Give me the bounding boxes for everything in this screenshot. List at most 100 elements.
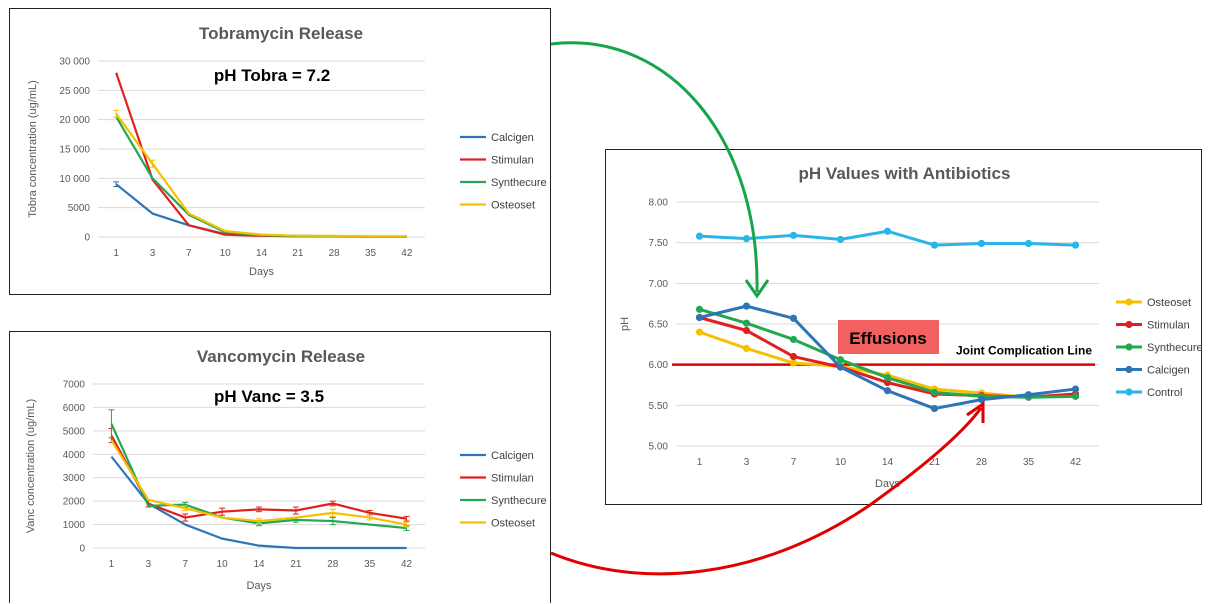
tobra-x-tick-label: 14 xyxy=(256,248,268,259)
ph-x-tick-label: 21 xyxy=(929,457,941,468)
tobra-x-tick-label: 3 xyxy=(150,248,156,259)
ph-legend-label: Control xyxy=(1147,387,1182,399)
vanc-y-tick-label: 7000 xyxy=(63,380,86,391)
vanc-x-axis-label: Days xyxy=(246,580,272,592)
tobra-series-line-calcigen xyxy=(116,184,407,236)
ph-point-osteoset xyxy=(790,359,797,366)
vanc-x-tick-label: 7 xyxy=(182,559,188,570)
tobra-y-axis-label: Tobra concentration (ug/mL) xyxy=(27,80,39,218)
ph-chart-svg: pH Values with Antibiotics 5.00 5.50 6.00 6.… xyxy=(606,150,1203,506)
vanc-y-tick-label: 1000 xyxy=(63,520,86,531)
ph-point-synthecure xyxy=(1072,393,1079,400)
ph-chart: pH Values with Antibiotics 5.00 5.50 6.00 6.… xyxy=(605,149,1202,505)
ph-point-calcigen xyxy=(1025,391,1032,398)
ph-point-control xyxy=(743,235,750,242)
ph-legend-marker xyxy=(1125,388,1132,395)
ph-legend-label: Calcigen xyxy=(1147,365,1190,377)
ph-point-calcigen xyxy=(790,315,797,322)
ph-x-tick-label: 28 xyxy=(976,457,988,468)
vanc-y-tick-label: 5000 xyxy=(63,426,86,437)
vanc-y-tick-label: 0 xyxy=(79,544,85,555)
ph-legend-label: Osteoset xyxy=(1147,297,1191,309)
ph-point-stimulan xyxy=(790,353,797,360)
ph-x-tick-label: 3 xyxy=(744,457,750,468)
ph-point-stimulan xyxy=(743,327,750,334)
ph-x-tick-label: 10 xyxy=(835,457,847,468)
joint-complication-line-label: Joint Complication Line xyxy=(956,344,1092,358)
tobra-y-tick-label: 15 000 xyxy=(59,145,90,156)
tobra-y-tick-label: 25 000 xyxy=(59,86,90,97)
ph-legend-marker xyxy=(1125,298,1132,305)
tobra-x-tick-label: 42 xyxy=(401,248,413,259)
tobra-y-tick-label: 30 000 xyxy=(59,57,90,68)
ph-y-tick-label: 8.00 xyxy=(649,198,669,209)
ph-y-tick-label: 5.00 xyxy=(649,442,669,453)
ph-x-axis-label: Days xyxy=(875,478,901,490)
ph-y-tick-label: 6.50 xyxy=(649,320,669,331)
ph-point-control xyxy=(931,242,938,249)
ph-point-synthecure xyxy=(743,320,750,327)
ph-point-control xyxy=(837,236,844,243)
ph-x-tick-label: 14 xyxy=(882,457,894,468)
ph-point-osteoset xyxy=(743,345,750,352)
vanc-legend-label: Synthecure xyxy=(491,495,547,507)
ph-x-tick-label: 42 xyxy=(1070,457,1082,468)
vanc-legend-label: Osteoset xyxy=(491,518,535,530)
tobra-series-line-synthecure xyxy=(116,117,407,237)
ph-point-synthecure xyxy=(931,389,938,396)
ph-point-control xyxy=(884,228,891,235)
ph-point-synthecure xyxy=(790,336,797,343)
tobra-x-tick-label: 1 xyxy=(113,248,119,259)
vanc-x-tick-label: 10 xyxy=(217,559,229,570)
vanc-x-tick-label: 3 xyxy=(146,559,152,570)
vanc-legend-label: Calcigen xyxy=(491,450,534,462)
ph-point-control xyxy=(978,240,985,247)
tobra-series-line-stimulan xyxy=(116,73,407,237)
ph-point-control xyxy=(790,232,797,239)
vanc-legend-label: Stimulan xyxy=(491,473,534,485)
ph-x-tick-label: 1 xyxy=(697,457,703,468)
vanc-y-tick-label: 3000 xyxy=(63,473,86,484)
tobra-legend-label: Stimulan xyxy=(491,155,534,167)
ph-y-tick-label: 7.00 xyxy=(649,279,669,290)
tobra-chart-title: Tobramycin Release xyxy=(199,24,363,43)
tobramycin-chart-svg: Tobramycin Release 0 5000 10 000 15 000 20 00… xyxy=(10,9,552,296)
vanc-x-tick-label: 35 xyxy=(364,559,376,570)
ph-point-synthecure xyxy=(837,356,844,363)
vanc-x-tick-label: 14 xyxy=(253,559,265,570)
ph-point-synthecure xyxy=(884,374,891,381)
ph-point-control xyxy=(1025,240,1032,247)
ph-legend-marker xyxy=(1125,366,1132,373)
vanc-y-tick-label: 6000 xyxy=(63,403,86,414)
ph-point-calcigen xyxy=(931,405,938,412)
tobra-legend-label: Calcigen xyxy=(491,132,534,144)
vancomycin-chart-svg: Vancomycin Release 0 1000 2000 3000 4000 5000 6… xyxy=(10,332,552,604)
vanc-y-tick-label: 4000 xyxy=(63,450,86,461)
effusions-label: Effusions xyxy=(849,329,926,348)
tobra-x-tick-label: 28 xyxy=(329,248,341,259)
tobra-x-tick-label: 21 xyxy=(292,248,304,259)
vanc-x-tick-label: 1 xyxy=(109,559,115,570)
ph-point-calcigen xyxy=(837,364,844,371)
ph-point-control xyxy=(1072,242,1079,249)
tobra-x-tick-label: 7 xyxy=(186,248,192,259)
vanc-x-tick-label: 28 xyxy=(327,559,339,570)
tobra-x-tick-label: 10 xyxy=(220,248,232,259)
ph-legend-label: Synthecure xyxy=(1147,342,1203,354)
tobra-series-line-osteoset xyxy=(116,114,407,237)
ph-legend-label: Stimulan xyxy=(1147,320,1190,332)
ph-point-calcigen xyxy=(1072,385,1079,392)
tobra-y-tick-label: 5000 xyxy=(68,203,91,214)
vanc-series-line-synthecure xyxy=(111,424,406,528)
ph-point-calcigen xyxy=(743,303,750,310)
tobra-legend-label: Synthecure xyxy=(491,177,547,189)
ph-point-synthecure xyxy=(696,306,703,313)
ph-point-calcigen xyxy=(696,314,703,321)
ph-x-tick-label: 7 xyxy=(791,457,797,468)
ph-chart-title: pH Values with Antibiotics xyxy=(799,164,1011,183)
ph-y-tick-label: 7.50 xyxy=(649,238,669,249)
ph-legend-marker xyxy=(1125,321,1132,328)
vancomycin-chart: Vancomycin Release 0 1000 2000 3000 4000 5000 6… xyxy=(9,331,551,603)
ph-point-calcigen xyxy=(884,387,891,394)
tobra-y-tick-label: 20 000 xyxy=(59,115,90,126)
